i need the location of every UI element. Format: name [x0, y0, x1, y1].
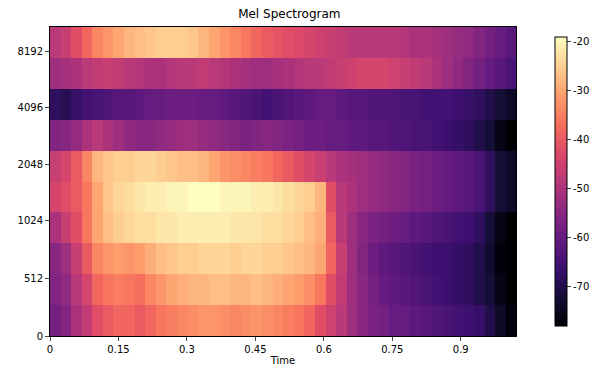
svg-text:-50: -50 — [573, 183, 589, 194]
svg-text:0.15: 0.15 — [107, 344, 129, 355]
svg-text:Time: Time — [270, 355, 295, 366]
svg-text:-60: -60 — [573, 232, 589, 243]
svg-text:0.75: 0.75 — [381, 344, 403, 355]
svg-text:-70: -70 — [573, 281, 589, 292]
svg-text:0: 0 — [37, 331, 43, 342]
svg-text:Mel Spectrogram: Mel Spectrogram — [238, 7, 340, 21]
svg-text:0.3: 0.3 — [179, 344, 195, 355]
svg-text:512: 512 — [24, 273, 43, 284]
svg-text:0.45: 0.45 — [244, 344, 266, 355]
svg-text:0.9: 0.9 — [453, 344, 469, 355]
svg-text:1024: 1024 — [18, 215, 43, 226]
svg-text:2048: 2048 — [18, 159, 43, 170]
svg-text:-40: -40 — [573, 134, 589, 145]
svg-text:-20: -20 — [573, 36, 589, 47]
svg-text:-30: -30 — [573, 85, 589, 96]
svg-text:4096: 4096 — [18, 102, 43, 113]
svg-text:8192: 8192 — [18, 46, 43, 57]
svg-text:0: 0 — [47, 344, 53, 355]
svg-text:0.6: 0.6 — [316, 344, 332, 355]
